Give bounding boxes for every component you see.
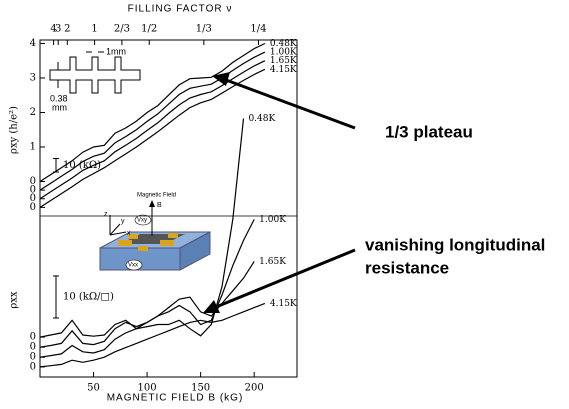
y-tick-label: 4 <box>30 38 36 49</box>
series-line <box>40 69 265 207</box>
inset-label: 1mm <box>106 46 126 56</box>
y-tick-label: 0 <box>30 361 36 372</box>
annotation: vanishing longitudinal <box>365 235 545 254</box>
inset-label: z <box>104 211 108 218</box>
x2-tick-label: 1 <box>91 24 97 35</box>
annotation: resistance <box>365 258 449 277</box>
x-tick-label: 200 <box>245 383 264 394</box>
inset-label: y <box>121 218 125 225</box>
inset-label: B <box>157 202 162 209</box>
series-label: 4.15K <box>270 299 297 309</box>
x2-tick-label: 3 <box>55 24 61 35</box>
x-axis-label: MAGNETIC FIELD B (kG) <box>107 393 244 404</box>
x-tick-label: 50 <box>87 383 100 394</box>
x2-tick-label: 1/2 <box>141 24 157 35</box>
y-tick-label: 0 <box>30 202 36 213</box>
x2-axis-label: FILLING FACTOR ν <box>128 4 233 15</box>
chart: 1mm 0.38 mm Magnetic Field B z y x Vxy V… <box>0 0 569 404</box>
device-inset <box>100 200 210 270</box>
series-label: 4.15K <box>270 65 297 75</box>
series-line <box>40 261 254 357</box>
x2-tick-label: 2 <box>64 24 70 35</box>
inset-label: Magnetic Field <box>137 193 176 199</box>
y-tick-label: 3 <box>30 72 36 83</box>
y-tick-label: 1 <box>30 141 36 152</box>
inset-label: mm <box>52 102 67 112</box>
y-axis-label: ρxy (h/e²) <box>9 106 20 154</box>
series-label: 1.65K <box>259 257 286 267</box>
hall-bar-inset <box>50 52 140 93</box>
series-label: 1.00K <box>259 215 286 225</box>
x2-tick-label: 1/3 <box>196 24 212 35</box>
y-tick-label: 2 <box>30 107 36 118</box>
annotation: 1/3 plateau <box>385 122 473 141</box>
series-line <box>40 303 265 367</box>
annotation-arrow <box>226 80 355 128</box>
scale-bar-label: 10 (kΩ/□) <box>63 291 114 302</box>
inset-label: Vxy <box>137 218 147 224</box>
series-label: 0.48K <box>248 114 275 124</box>
inset-label: Vxx <box>128 263 138 269</box>
inset-label: x <box>127 230 131 237</box>
x2-tick-label: 2/3 <box>114 24 130 35</box>
x2-tick-label: 1/4 <box>250 24 266 35</box>
y-axis-label: ρxx <box>9 291 20 309</box>
